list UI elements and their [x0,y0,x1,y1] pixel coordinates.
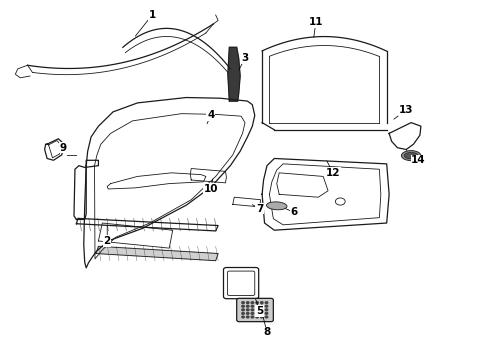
Circle shape [265,302,268,303]
Circle shape [251,305,254,307]
Text: 1: 1 [148,10,156,20]
Circle shape [246,316,249,318]
Text: 8: 8 [263,327,270,337]
Text: 2: 2 [103,236,111,246]
Circle shape [246,302,249,303]
FancyBboxPatch shape [237,298,273,321]
Circle shape [256,309,258,311]
Circle shape [246,309,249,311]
Circle shape [251,312,254,314]
Circle shape [242,316,245,318]
Circle shape [256,305,258,307]
Circle shape [265,305,268,307]
Text: 12: 12 [326,168,340,178]
Circle shape [261,305,263,307]
Text: 5: 5 [256,306,263,316]
Circle shape [265,316,268,318]
Text: 7: 7 [256,204,263,214]
Circle shape [242,305,245,307]
Text: 3: 3 [242,53,248,63]
Circle shape [265,309,268,311]
Circle shape [246,305,249,307]
Ellipse shape [267,202,287,210]
Circle shape [242,312,245,314]
Text: 14: 14 [411,155,426,165]
Polygon shape [96,246,218,261]
Circle shape [251,316,254,318]
Text: 6: 6 [290,207,297,217]
Circle shape [246,312,249,314]
Text: 10: 10 [203,184,218,194]
Text: 4: 4 [207,111,215,121]
Circle shape [261,312,263,314]
Circle shape [251,302,254,303]
Ellipse shape [404,152,418,159]
Polygon shape [228,47,240,101]
Circle shape [261,302,263,303]
Circle shape [265,312,268,314]
Circle shape [251,309,254,311]
Circle shape [256,312,258,314]
Ellipse shape [401,150,421,161]
Text: 9: 9 [60,143,67,153]
Text: 11: 11 [309,17,323,27]
Circle shape [242,309,245,311]
Circle shape [261,316,263,318]
Text: 13: 13 [399,105,414,115]
Circle shape [242,302,245,303]
Circle shape [256,302,258,303]
Circle shape [256,316,258,318]
Circle shape [261,309,263,311]
